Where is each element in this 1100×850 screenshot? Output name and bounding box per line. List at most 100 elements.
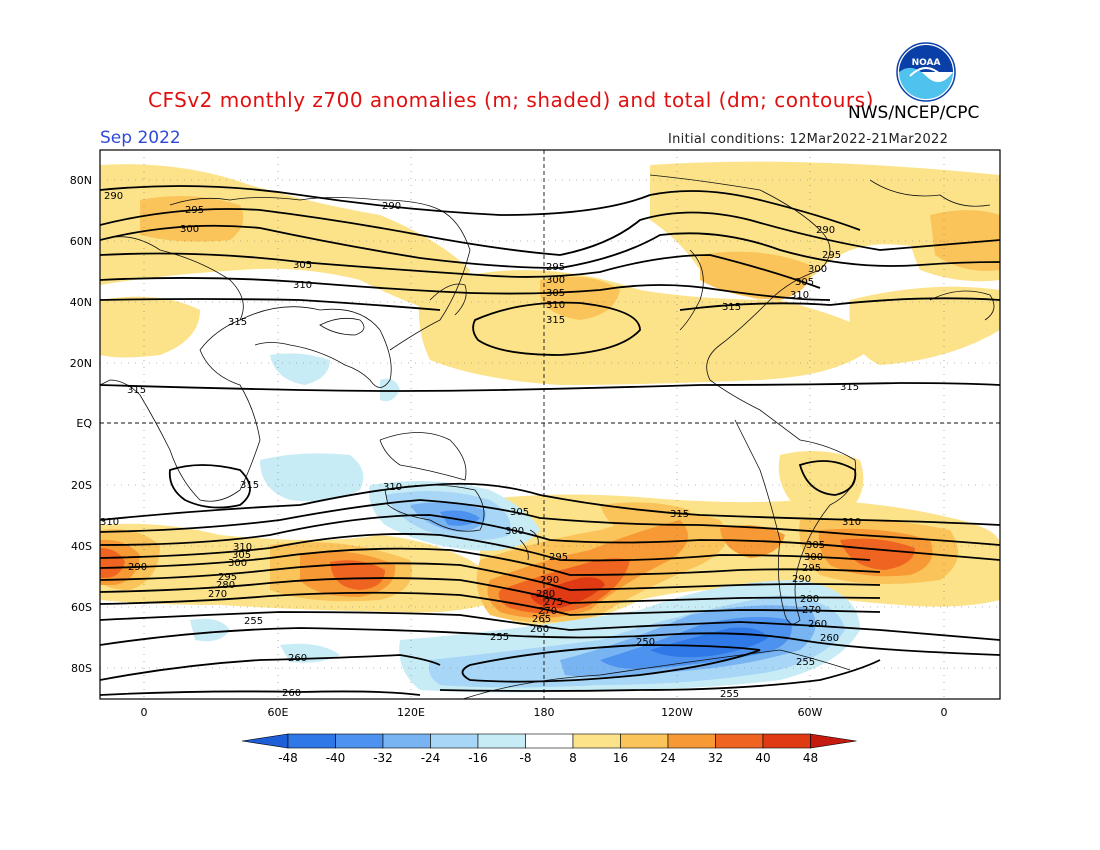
contour-label: 295 xyxy=(549,552,568,563)
map-title: CFSv2 monthly z700 anomalies (m; shaded)… xyxy=(148,88,874,112)
contour-label: 280 xyxy=(800,594,819,605)
contour-label: 295 xyxy=(218,572,237,583)
graticule xyxy=(100,150,1000,699)
contour-label: 315 xyxy=(840,382,859,393)
colorbar-segment xyxy=(572,733,621,749)
contour-labels: 290 295 300 290 305 310 315 295 300 305 … xyxy=(100,191,861,700)
contour-label: 260 xyxy=(282,688,301,699)
colorbar-arrow-left xyxy=(241,733,289,749)
colorbar-segment xyxy=(525,733,574,749)
lat-label: 20N xyxy=(70,357,92,370)
contour-label: 295 xyxy=(546,262,565,273)
colorbar-tick-label: -48 xyxy=(278,751,298,765)
latitude-axis: 80N 60N 40N 20N EQ 20S 40S 60S 80S xyxy=(70,174,93,675)
contour-label: 260 xyxy=(288,653,307,664)
contour-label: 310 xyxy=(100,517,119,528)
contour-label: 300 xyxy=(804,552,823,563)
contour-label: 310 xyxy=(233,542,252,553)
contour-label: 275 xyxy=(544,597,563,608)
agency-label: NWS/NCEP/CPC xyxy=(848,103,980,123)
contour-label: 290 xyxy=(540,575,559,586)
contour-label: 280 xyxy=(216,580,235,591)
colorbar-segment xyxy=(620,733,669,749)
lon-label: 0 xyxy=(941,706,948,719)
contour-label: 295 xyxy=(802,563,821,574)
contour-label: 305 xyxy=(546,288,565,299)
longitude-axis: 0 60E 120E 180 120W 60W 0 xyxy=(141,706,948,719)
colorbar-tick-label: 48 xyxy=(803,751,818,765)
contour-label: 315 xyxy=(127,385,146,396)
contour-label: 315 xyxy=(546,315,565,326)
lon-label: 0 xyxy=(141,706,148,719)
colorbar-arrow-right xyxy=(810,733,857,749)
forecast-month: Sep 2022 xyxy=(100,128,181,148)
lat-label: 20S xyxy=(71,479,92,492)
colorbar-tick-label: 24 xyxy=(660,751,675,765)
colorbar-tick-label: 40 xyxy=(755,751,770,765)
contour-label: 255 xyxy=(796,657,815,668)
colorbar-tick-label: -8 xyxy=(520,751,532,765)
contour-label: 310 xyxy=(383,482,402,493)
contour-label: 305 xyxy=(232,550,251,561)
height-contours xyxy=(100,185,1000,696)
contour-label: 315 xyxy=(240,480,259,491)
contour-label: 300 xyxy=(180,224,199,235)
contour-label: 295 xyxy=(185,205,204,216)
contour-label: 300 xyxy=(808,264,827,275)
colorbar-tick-label: -24 xyxy=(421,751,441,765)
lon-label: 120E xyxy=(397,706,425,719)
contour-label: 250 xyxy=(636,637,655,648)
noaa-logo-text: NOAA xyxy=(912,58,941,68)
contour-label: 265 xyxy=(532,614,551,625)
lat-label: EQ xyxy=(76,417,92,430)
contour-label: 270 xyxy=(538,606,557,617)
contour-label: 300 xyxy=(228,558,247,569)
contour-label: 270 xyxy=(208,589,227,600)
colorbar-segment xyxy=(762,733,811,749)
lon-label: 180 xyxy=(534,706,555,719)
colorbar-segment xyxy=(667,733,716,749)
contour-label: 255 xyxy=(720,689,739,700)
contour-label: 260 xyxy=(530,624,549,635)
initial-conditions: Initial conditions: 12Mar2022-21Mar2022 xyxy=(668,132,949,147)
contour-label: 315 xyxy=(228,317,247,328)
colorbar-segment xyxy=(335,733,384,749)
contour-label: 310 xyxy=(546,300,565,311)
contour-label: 300 xyxy=(505,526,524,537)
contour-label: 300 xyxy=(546,275,565,286)
contour-label: 290 xyxy=(816,225,835,236)
lat-label: 40S xyxy=(71,540,92,553)
contour-label: 310 xyxy=(790,290,809,301)
contour-label: 290 xyxy=(128,562,147,573)
contour-label: 315 xyxy=(670,509,689,520)
map-frame xyxy=(99,149,1001,700)
contour-label: 305 xyxy=(806,540,825,551)
colorbar-segment xyxy=(382,733,431,749)
contour-label: 260 xyxy=(820,633,839,644)
contour-label: 310 xyxy=(842,517,861,528)
contour-label: 255 xyxy=(244,616,263,627)
contour-label: 305 xyxy=(293,260,312,271)
colorbar-tick-label: -40 xyxy=(326,751,346,765)
contour-label: 305 xyxy=(510,507,529,518)
contour-label: 290 xyxy=(792,574,811,585)
contour-label: 280 xyxy=(536,589,555,600)
noaa-logo-icon: NOAA xyxy=(896,42,956,102)
lat-label: 80S xyxy=(71,662,92,675)
contour-label: 295 xyxy=(822,250,841,261)
contour-label: 290 xyxy=(382,201,401,212)
lat-label: 40N xyxy=(70,296,92,309)
contour-label: 310 xyxy=(293,280,312,291)
lon-label: 120W xyxy=(661,706,693,719)
lon-label: 60W xyxy=(798,706,823,719)
colorbar-segment xyxy=(715,733,764,749)
colorbar-segment xyxy=(287,733,336,749)
lon-label: 60E xyxy=(268,706,289,719)
colorbar-tick-label: 8 xyxy=(569,751,577,765)
contour-label: 260 xyxy=(808,619,827,630)
colorbar-segment xyxy=(477,733,526,749)
lat-label: 60S xyxy=(71,601,92,614)
lat-label: 60N xyxy=(70,235,92,248)
colorbar-tick-label: 32 xyxy=(708,751,723,765)
